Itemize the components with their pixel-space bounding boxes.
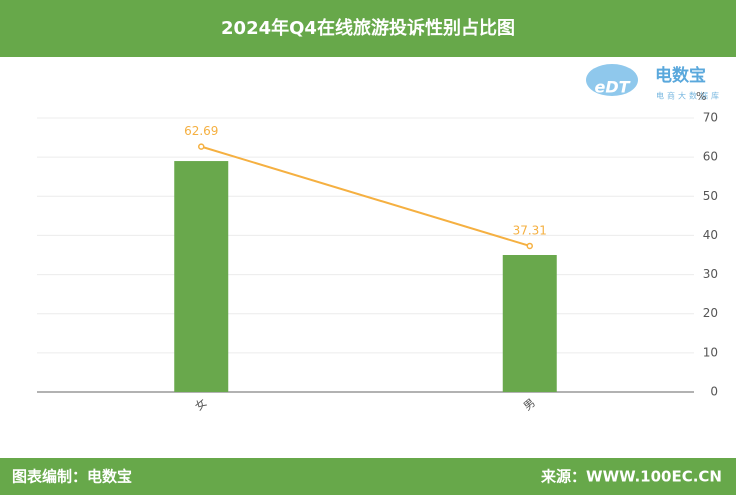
- y-axis-label: %: [696, 90, 706, 103]
- y-tick-label: 10: [703, 345, 718, 359]
- y-tick-label: 0: [710, 385, 718, 399]
- logo-name: 电数宝: [655, 65, 706, 86]
- y-tick-label: 50: [703, 189, 718, 203]
- x-tick-label: 女: [192, 395, 209, 413]
- line-point: [198, 143, 205, 150]
- chart-title: 2024年Q4在线旅游投诉性别占比图: [221, 17, 515, 39]
- data-label: 37.31: [513, 223, 547, 237]
- logo-cloud: [586, 64, 638, 96]
- x-tick-label: 男: [521, 396, 538, 413]
- logo-tagline: 电商大数据库: [656, 91, 722, 101]
- footer-left: 图表编制：电数宝: [12, 468, 132, 486]
- y-tick-label: 30: [703, 267, 718, 281]
- line-point: [526, 242, 533, 250]
- header-bar: [0, 0, 736, 57]
- y-tick-label: 40: [703, 228, 718, 242]
- bar: [502, 255, 557, 392]
- footer-bar: [0, 458, 736, 495]
- logo-mark: eDT: [594, 78, 630, 97]
- bar: [174, 161, 229, 392]
- y-tick-label: 70: [703, 111, 718, 125]
- y-tick-label: 20: [703, 306, 718, 320]
- y-tick-label: 60: [703, 150, 718, 164]
- footer-right: 来源：WWW.100EC.CN: [540, 468, 722, 486]
- line: [200, 145, 531, 247]
- data-label: 62.69: [184, 124, 218, 138]
